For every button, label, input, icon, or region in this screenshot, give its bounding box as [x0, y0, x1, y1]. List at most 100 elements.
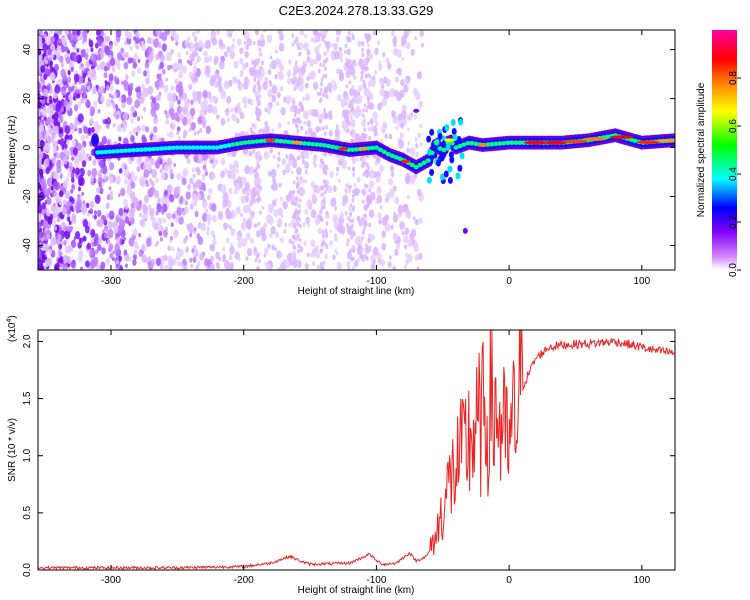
ridge-core — [182, 145, 188, 150]
noise-streak — [366, 96, 370, 101]
noise-speck — [42, 255, 45, 260]
noise-speck — [263, 253, 267, 258]
noise-speck — [38, 48, 42, 56]
noise-speck — [151, 181, 155, 188]
noise-speck — [85, 48, 89, 54]
noise-streak — [297, 243, 301, 248]
noise-speck — [268, 170, 272, 177]
noise-speck — [91, 238, 95, 243]
noise-speck — [97, 218, 104, 228]
noise-speck — [352, 189, 355, 194]
noise-speck — [334, 248, 338, 254]
noise-speck — [410, 48, 415, 56]
noise-speck — [67, 33, 71, 40]
noise-speck — [193, 227, 197, 232]
spectrogram-frame — [37, 29, 676, 271]
noise-speck — [226, 46, 231, 53]
noise-speck — [380, 138, 384, 144]
noise-streak — [320, 248, 324, 253]
noise-speck — [277, 217, 283, 226]
noise-speck — [228, 79, 233, 87]
noise-speck — [44, 59, 48, 65]
noise-speck — [101, 31, 105, 37]
noise-speck — [175, 41, 178, 46]
noise-speck — [74, 230, 81, 240]
noise-speck — [109, 194, 114, 201]
noise-streak — [322, 92, 325, 97]
noise-streak — [320, 241, 324, 246]
noise-speck — [319, 158, 324, 164]
ridge-hotspot — [444, 138, 455, 143]
noise-streak — [350, 235, 353, 240]
noise-streak — [322, 63, 326, 68]
y-tick-label: 1.0 — [22, 448, 33, 462]
noise-speck — [97, 64, 101, 69]
noise-speck — [357, 40, 362, 48]
noise-speck — [417, 252, 423, 260]
ridge-distortion — [443, 170, 449, 178]
ridge-core — [254, 139, 260, 144]
noise-streak — [365, 57, 369, 63]
noise-speck — [267, 68, 272, 76]
noise-speck — [161, 31, 168, 42]
noise-speck — [207, 194, 211, 201]
y-tick-label: -40 — [22, 238, 33, 253]
noise-speck — [85, 202, 90, 209]
noise-speck — [63, 99, 69, 108]
noise-speck — [382, 52, 386, 58]
noise-speck — [222, 253, 227, 260]
spectrogram-ridge — [91, 108, 675, 234]
noise-streak — [319, 119, 322, 125]
noise-streak — [298, 263, 302, 268]
noise-speck — [267, 203, 274, 214]
noise-streak — [351, 207, 355, 212]
noise-streak — [320, 81, 323, 87]
noise-speck — [74, 167, 80, 176]
noise-speck — [167, 64, 171, 71]
ridge-core — [226, 143, 232, 148]
noise-speck — [141, 43, 146, 51]
noise-speck — [319, 163, 323, 169]
noise-speck — [38, 81, 41, 91]
noise-speck — [49, 60, 53, 67]
noise-speck — [245, 62, 249, 68]
noise-speck — [233, 60, 239, 69]
noise-speck — [133, 248, 138, 256]
noise-speck — [310, 37, 314, 43]
noise-speck — [305, 216, 310, 225]
noise-speck — [94, 233, 99, 241]
noise-speck — [200, 116, 207, 126]
ridge-core — [119, 148, 125, 154]
noise-streak — [291, 80, 295, 85]
noise-speck — [399, 132, 404, 139]
noise-speck — [103, 232, 108, 239]
noise-speck — [269, 232, 273, 238]
noise-streak — [251, 192, 255, 197]
noise-speck — [381, 97, 388, 107]
noise-speck — [154, 189, 160, 199]
noise-speck — [311, 248, 317, 257]
noise-speck — [329, 240, 333, 247]
ridge-core — [178, 145, 184, 150]
noise-speck — [113, 75, 118, 83]
ridge-core — [138, 147, 145, 152]
noise-speck — [277, 151, 281, 156]
noise-streak — [295, 36, 299, 41]
noise-streak — [352, 167, 356, 172]
noise-speck — [145, 126, 150, 133]
noise-speck — [260, 60, 264, 66]
noise-speck — [379, 87, 385, 97]
noise-streak — [296, 249, 300, 254]
ridge-distortion — [444, 124, 450, 132]
noise-speck — [61, 36, 67, 46]
noise-speck — [385, 57, 390, 64]
ridge-hotspot — [477, 143, 488, 147]
noise-speck — [415, 143, 419, 149]
noise-speck — [71, 216, 77, 224]
noise-streak — [364, 183, 367, 188]
noise-speck — [302, 96, 306, 102]
noise-speck — [416, 266, 420, 270]
noise-speck — [74, 106, 78, 112]
noise-speck — [306, 198, 313, 209]
noise-speck — [185, 51, 189, 56]
